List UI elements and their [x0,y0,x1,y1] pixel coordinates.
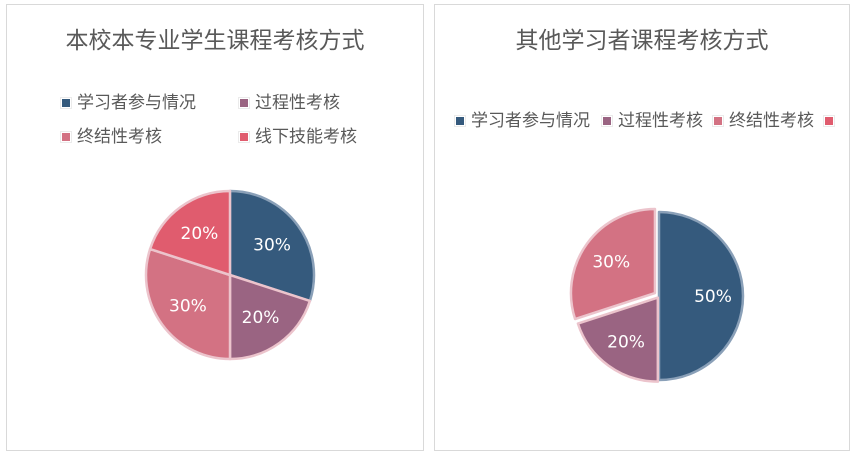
data-label: 30% [169,297,207,317]
legend-label: 终结性考核 [729,111,814,131]
legend-label: 学习者参与情况 [471,111,590,131]
legend-swatch [61,132,71,142]
legend-swatch [239,98,249,108]
legend-swatch [239,132,249,142]
data-label: 20% [242,308,280,328]
chart-legend: 学习者参与情况 过程性考核 终结性考核 [455,111,855,135]
data-label: 30% [253,235,291,255]
pie-slice [657,210,745,382]
chart-title: 其他学习者课程考核方式 [515,28,769,54]
pie-slice [569,207,657,321]
data-label: 20% [607,332,645,352]
legend-label: 过程性考核 [618,111,703,131]
legend-swatch [455,116,465,126]
chart-title: 本校本专业学生课程考核方式 [65,28,365,54]
legend-label: 终结性考核 [77,127,162,147]
legend-label: 线下技能考核 [255,127,357,147]
pie-chart: 30% 20% 30% 20% [144,189,316,361]
chart-panel-left: 本校本专业学生课程考核方式 学习者参与情况 过程性考核 终结性考核 线下技能考核… [6,4,424,451]
pie-slice [228,273,312,361]
legend-label: 学习者参与情况 [77,93,196,113]
pie-slice [144,247,232,361]
data-label: 30% [592,252,630,272]
legend-swatch [824,116,834,126]
legend-swatch [602,116,612,126]
pie-slice [228,189,316,303]
legend-swatch [713,116,723,126]
legend-label: 过程性考核 [255,93,340,113]
chart-legend: 学习者参与情况 过程性考核 终结性考核 线下技能考核 [61,93,401,153]
pie-chart: 50% 20% 30% [569,207,745,383]
chart-panel-right: 其他学习者课程考核方式 学习者参与情况 过程性考核 终结性考核 50% 20% 30… [434,4,850,451]
pie-slice [148,189,232,277]
data-label: 50% [694,287,732,307]
pie-slice [576,296,660,383]
legend-swatch [61,98,71,108]
data-label: 20% [181,224,219,244]
